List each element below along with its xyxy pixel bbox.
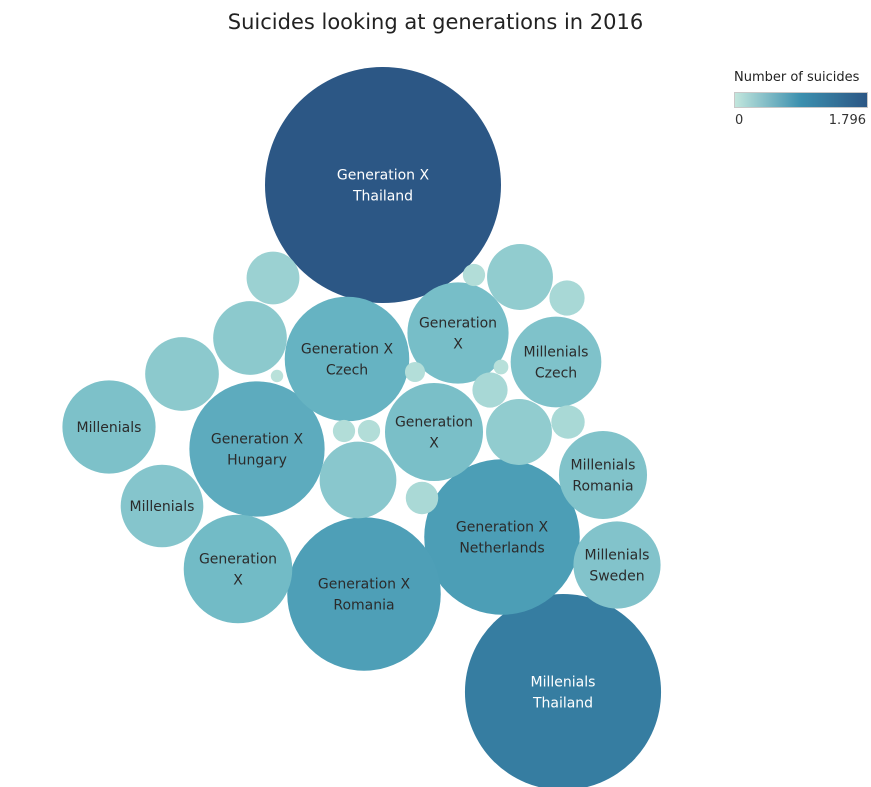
- bubble-circle[interactable]: [270, 369, 284, 383]
- bubble-label: Romania: [572, 479, 633, 495]
- bubble-label: X: [429, 436, 439, 452]
- bubble[interactable]: Generation X Netherlands: [424, 459, 580, 615]
- bubble-label: Generation: [199, 552, 277, 568]
- bubble-circle[interactable]: [183, 514, 293, 624]
- bubble-label: X: [233, 573, 243, 589]
- bubble-label: Generation: [395, 415, 473, 431]
- bubble[interactable]: [270, 369, 284, 383]
- bubble[interactable]: [549, 280, 585, 316]
- bubble[interactable]: Millenials: [62, 380, 156, 474]
- bubble[interactable]: Generation X Romania: [287, 517, 441, 671]
- bubble-label: Czech: [326, 363, 368, 379]
- bubble-label: Millenials: [77, 420, 142, 436]
- bubble[interactable]: Millenials Sweden: [573, 521, 661, 609]
- bubble-circle[interactable]: [213, 301, 287, 375]
- bubble-circle[interactable]: [424, 459, 580, 615]
- bubble-label: Thailand: [532, 696, 593, 712]
- bubble-label: Generation X: [211, 432, 304, 448]
- bubble-circle[interactable]: [487, 244, 553, 310]
- bubble-circle[interactable]: [62, 380, 156, 474]
- bubble[interactable]: [404, 361, 426, 383]
- bubble-circle[interactable]: [332, 419, 356, 443]
- bubble-label: Czech: [535, 366, 577, 382]
- color-legend: Number of suicides 0 1.796: [734, 70, 868, 128]
- bubble-circle[interactable]: [558, 430, 648, 520]
- legend-max-label: 1.796: [828, 113, 866, 128]
- bubble[interactable]: Generation X Hungary: [189, 381, 325, 517]
- bubble-circle[interactable]: [284, 296, 410, 422]
- bubble[interactable]: [145, 337, 219, 411]
- bubble[interactable]: [405, 481, 439, 515]
- bubble-circle[interactable]: [573, 521, 661, 609]
- bubble[interactable]: [551, 405, 585, 439]
- bubble-label: Generation X: [337, 168, 430, 184]
- bubble-circle[interactable]: [384, 382, 484, 482]
- bubble-circle[interactable]: [120, 464, 204, 548]
- bubble[interactable]: [357, 419, 381, 443]
- bubble-label: Millenials: [585, 548, 650, 564]
- bubble-circle[interactable]: [405, 481, 439, 515]
- legend-color-ramp: [734, 92, 868, 108]
- bubble-label: Millenials: [571, 458, 636, 474]
- bubble-label: Romania: [333, 598, 394, 614]
- bubble-circle[interactable]: [189, 381, 325, 517]
- bubble[interactable]: [332, 419, 356, 443]
- bubble[interactable]: [319, 441, 397, 519]
- bubble-circle[interactable]: [357, 419, 381, 443]
- bubble[interactable]: [472, 372, 508, 408]
- bubble[interactable]: Generation X Czech: [284, 296, 410, 422]
- bubble-circle[interactable]: [407, 282, 509, 384]
- bubble-label: Millenials: [524, 345, 589, 361]
- bubble[interactable]: [246, 251, 300, 305]
- bubble-circle[interactable]: [551, 405, 585, 439]
- bubble[interactable]: [493, 359, 509, 375]
- bubble[interactable]: Generation X: [384, 382, 484, 482]
- bubble-circle[interactable]: [510, 316, 602, 408]
- bubble[interactable]: Millenials Thailand: [464, 593, 662, 787]
- bubble[interactable]: Millenials Romania: [558, 430, 648, 520]
- bubble-label: Generation X: [318, 577, 411, 593]
- legend-min-label: 0: [735, 113, 744, 128]
- bubble[interactable]: Generation X: [183, 514, 293, 624]
- bubble-circle[interactable]: [404, 361, 426, 383]
- bubble-label: Thailand: [352, 189, 413, 205]
- bubble-label: Millenials: [130, 499, 195, 515]
- bubble-label: Generation X: [456, 520, 549, 536]
- bubble-label: Sweden: [589, 569, 644, 585]
- bubble-circle[interactable]: [246, 251, 300, 305]
- bubble-label: Netherlands: [459, 541, 544, 557]
- bubble-circle[interactable]: [464, 593, 662, 787]
- bubble[interactable]: Generation X Thailand: [265, 67, 501, 303]
- bubble[interactable]: [462, 263, 486, 287]
- bubble-circle[interactable]: [462, 263, 486, 287]
- bubble-circle[interactable]: [265, 67, 501, 303]
- bubble-circle[interactable]: [549, 280, 585, 316]
- bubble-label: X: [453, 337, 463, 353]
- bubble-circle[interactable]: [287, 517, 441, 671]
- bubble-label: Generation: [419, 316, 497, 332]
- bubble[interactable]: Millenials: [120, 464, 204, 548]
- bubble-circle[interactable]: [472, 372, 508, 408]
- bubble[interactable]: [487, 244, 553, 310]
- legend-title: Number of suicides: [734, 70, 860, 85]
- bubble-label: Hungary: [227, 453, 287, 469]
- bubble-label: Generation X: [301, 342, 394, 358]
- chart-title: Suicides looking at generations in 2016: [227, 10, 644, 34]
- bubble-circle[interactable]: [145, 337, 219, 411]
- bubble[interactable]: Millenials Czech: [510, 316, 602, 408]
- bubble-circle[interactable]: [319, 441, 397, 519]
- bubble[interactable]: Generation X: [407, 282, 509, 384]
- bubble-circle[interactable]: [486, 399, 552, 465]
- bubble-circle[interactable]: [493, 359, 509, 375]
- bubble[interactable]: [213, 301, 287, 375]
- bubble-label: Millenials: [531, 675, 596, 691]
- bubble[interactable]: [486, 399, 552, 465]
